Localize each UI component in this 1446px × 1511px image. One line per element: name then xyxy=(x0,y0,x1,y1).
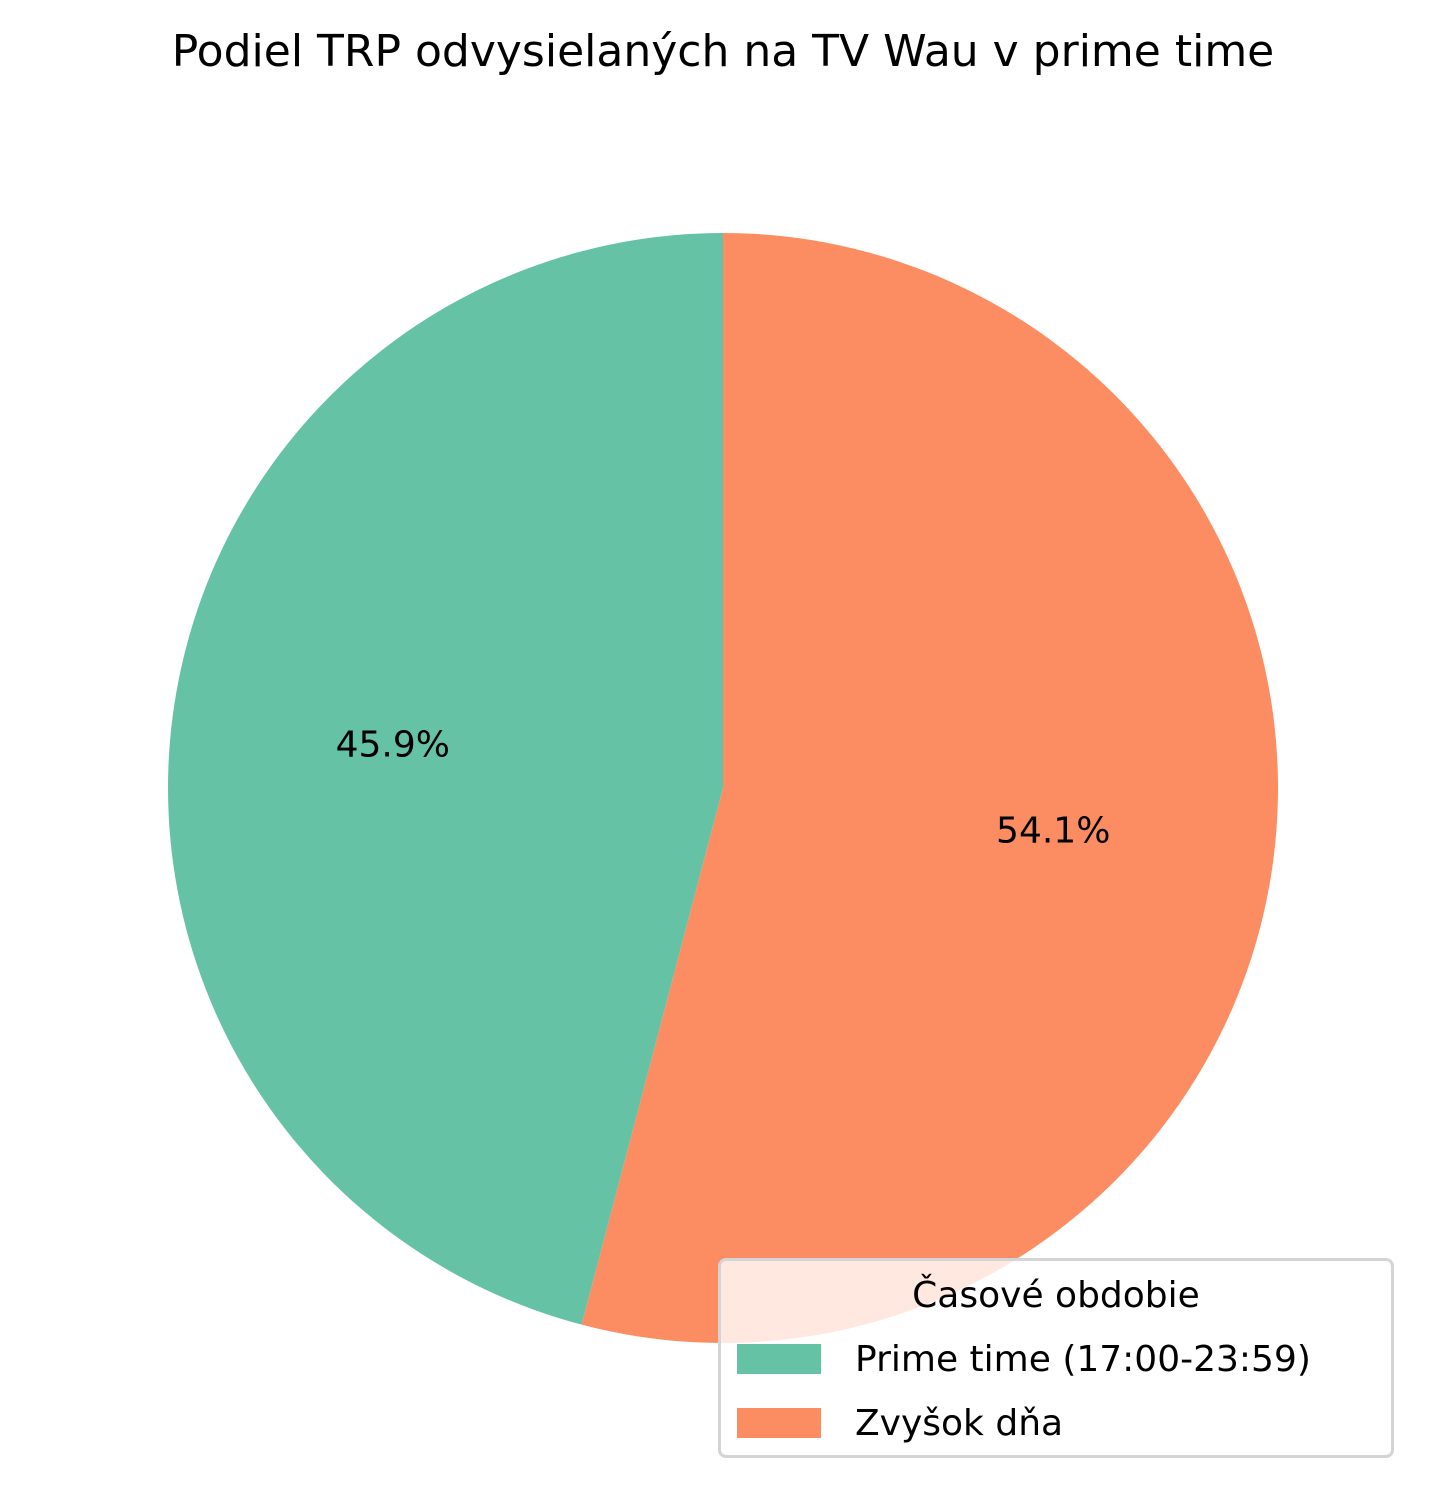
legend-label-zvysok-dna: Zvyšok dňa xyxy=(855,1402,1064,1444)
legend-item-zvysok-dna: Zvyšok dňa xyxy=(737,1401,1063,1445)
chart-title: Podiel TRP odvysielaných na TV Wau v pri… xyxy=(171,26,1275,77)
pie-slice-0 xyxy=(168,233,723,1325)
pie-slice-label-0: 45.9% xyxy=(336,725,450,766)
legend-label-prime-time: Prime time (17:00-23:59) xyxy=(855,1338,1311,1380)
legend-swatch-prime-time xyxy=(737,1344,821,1374)
legend: Časové obdobie Prime time (17:00-23:59) … xyxy=(718,1258,1394,1458)
legend-title: Časové obdobie xyxy=(912,1275,1200,1316)
legend-item-prime-time: Prime time (17:00-23:59) xyxy=(737,1337,1311,1381)
pie-slice-label-1: 54.1% xyxy=(996,810,1110,851)
legend-swatch-zvysok-dna xyxy=(737,1408,821,1438)
pie-slice-1 xyxy=(581,233,1278,1343)
